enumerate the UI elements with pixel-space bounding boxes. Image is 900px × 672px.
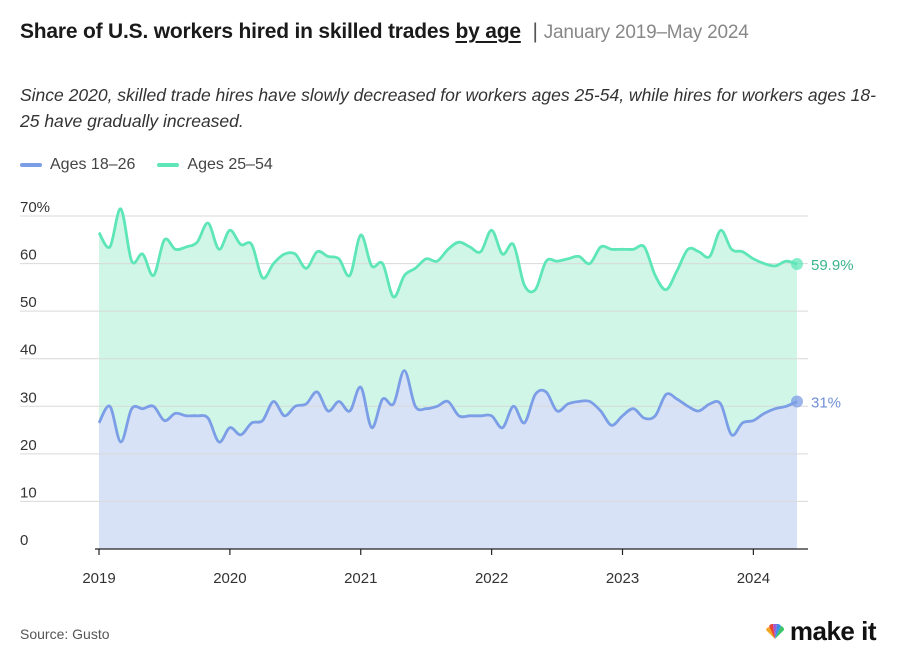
legend-label-young: Ages 18–26 xyxy=(50,156,136,173)
y-tick-label: 20 xyxy=(20,437,37,454)
legend: Ages 18–26 Ages 25–54 xyxy=(20,156,273,174)
x-tick-label: 2023 xyxy=(606,570,639,587)
x-tick-label: 2024 xyxy=(737,570,770,587)
end-marker-ages-18-26 xyxy=(791,395,803,408)
chart-title: Share of U.S. workers hired in skilled t… xyxy=(20,20,749,44)
legend-swatch-young xyxy=(20,163,42,167)
brand-text: make it xyxy=(789,616,877,646)
title-underlined: by age xyxy=(455,20,521,43)
series-line-ages-18-26 xyxy=(97,369,798,444)
y-tick-label: 30 xyxy=(20,389,37,406)
series-line-ages-25-54 xyxy=(97,207,798,299)
area-chart: 0 10 20 30 40 50 60 70% 2019 2020 2021 2022 2023 2024… xyxy=(20,199,854,587)
y-tick-label: 50 xyxy=(20,294,37,311)
legend-swatch-prime xyxy=(157,163,180,167)
x-tick-label: 2020 xyxy=(213,570,246,587)
y-tick-label: 70% xyxy=(20,199,50,216)
end-marker-ages-25-54 xyxy=(791,258,803,271)
title-main: Share of U.S. workers hired in skilled t… xyxy=(20,20,450,43)
end-label-ages-25-54: 59.9% xyxy=(811,257,854,274)
y-tick-label: 10 xyxy=(20,484,37,501)
legend-item-prime: Ages 25–54 xyxy=(157,156,273,174)
area-fill-ages-18-26 xyxy=(99,370,797,549)
end-label-ages-18-26: 31% xyxy=(811,395,841,412)
peacock-icon xyxy=(765,623,784,639)
x-tick-label: 2022 xyxy=(475,570,508,587)
y-tick-label: 40 xyxy=(20,342,37,359)
y-tick-label: 60 xyxy=(20,247,37,264)
chart-subtitle: Since 2020, skilled trade hires have slo… xyxy=(20,85,876,131)
title-dates: January 2019–May 2024 xyxy=(543,22,749,43)
source-note: Source: Gusto xyxy=(20,626,110,642)
x-tick-label: 2021 xyxy=(344,570,377,587)
legend-item-young: Ages 18–26 xyxy=(20,156,135,174)
title-separator: | xyxy=(532,20,538,43)
y-tick-label: 0 xyxy=(20,532,28,549)
legend-label-prime: Ages 25–54 xyxy=(187,156,273,173)
x-tick-label: 2019 xyxy=(82,570,115,587)
brand-logo: make it xyxy=(764,616,877,647)
